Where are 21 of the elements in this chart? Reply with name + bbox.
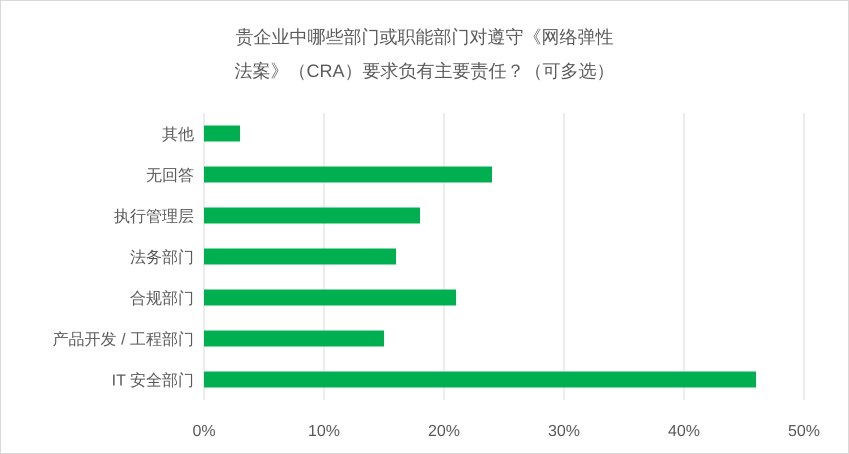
chart-title: 贵企业中哪些部门或职能部门对遵守《网络弹性法案》（CRA）要求负有主要责任？（可多选） bbox=[233, 26, 616, 83]
bar bbox=[204, 372, 756, 388]
x-tick-label: 30% bbox=[548, 423, 580, 440]
bar bbox=[204, 126, 240, 142]
bar bbox=[204, 248, 396, 264]
y-tick-label: IT 安全部门 bbox=[112, 372, 194, 390]
y-tick-label: 产品开发 / 工程部门 bbox=[52, 330, 194, 348]
bar bbox=[204, 290, 456, 306]
x-tick-label: 10% bbox=[308, 423, 340, 440]
bar bbox=[204, 330, 384, 346]
x-tick-label: 40% bbox=[668, 423, 700, 440]
y-tick-label: 无回答 bbox=[146, 168, 194, 184]
y-tick-label: 法务部门 bbox=[130, 248, 194, 266]
y-tick-label: 执行管理层 bbox=[114, 208, 194, 226]
y-tick-label: 合规部门 bbox=[130, 290, 194, 308]
bar bbox=[204, 208, 420, 224]
x-tick-label: 20% bbox=[428, 423, 460, 440]
x-tick-label: 50% bbox=[788, 423, 820, 440]
x-tick-label: 0% bbox=[192, 423, 216, 440]
y-tick-label: 其他 bbox=[162, 126, 194, 144]
bar bbox=[204, 166, 492, 182]
